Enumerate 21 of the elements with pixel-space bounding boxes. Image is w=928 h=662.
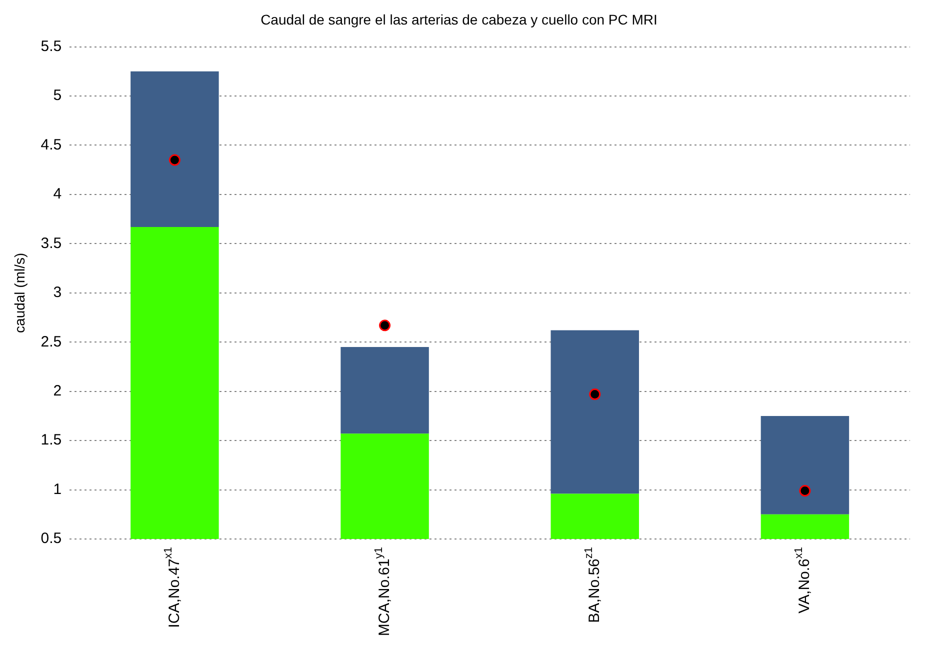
x-tick-label: BA,No.56z1: [582, 546, 604, 623]
y-tick-label: 2: [53, 382, 62, 400]
y-tick-label: 4.5: [40, 136, 62, 154]
y-tick-label: 4: [53, 186, 62, 203]
y-axis-title: caudal (ml/s): [11, 252, 28, 333]
y-tick-label: 5: [53, 87, 62, 104]
x-tick-label: MCA,No.61y1: [372, 546, 393, 636]
point: [379, 320, 391, 332]
x-tick-label: ICA,No.47x1: [162, 546, 183, 628]
y-tick-label: 5.5: [40, 38, 62, 55]
chart-title: Caudal de sangre el las arterias de cabeza y cuello con PC MRI: [260, 11, 658, 28]
y-tick-label: 3: [53, 284, 62, 302]
y-tick-label: 3.5: [40, 234, 62, 252]
y-tick-label: 1.5: [40, 432, 62, 449]
y-tick-label: 0.5: [40, 530, 62, 548]
y-tick-label: 2.5: [40, 333, 62, 350]
x-tick-label: VA,No.6x1: [792, 546, 814, 614]
point: [589, 388, 601, 400]
y-tick-label: 1: [53, 480, 62, 498]
point: [799, 485, 811, 497]
point: [168, 154, 180, 166]
